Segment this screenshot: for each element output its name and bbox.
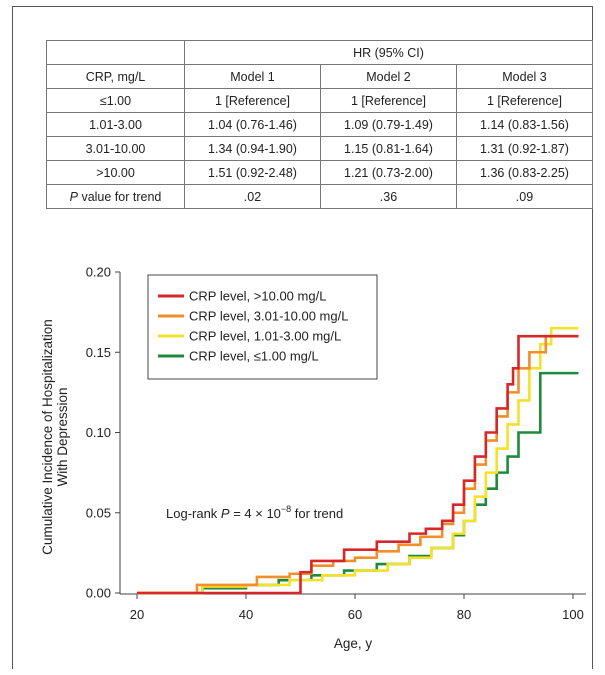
table-cell: 1.21 (0.73-2.00)	[320, 160, 457, 185]
p-italic: P	[69, 189, 78, 204]
x-axis-label: Age, y	[334, 636, 373, 651]
log-rank-annotation: Log-rank P = 4 × 10−8 for trend	[166, 504, 343, 521]
series-line	[137, 371, 579, 595]
table-cell: 1 [Reference]	[184, 88, 321, 113]
table-trend-row: P value for trend .02 .36 .09	[46, 184, 593, 209]
x-tick-label: 60	[348, 607, 362, 622]
table-cell: 1 [Reference]	[456, 88, 593, 113]
annotation-suffix: for trend	[291, 506, 343, 521]
figure-frame	[12, 6, 593, 669]
table-cell: 1.31 (0.92-1.87)	[456, 136, 593, 161]
table-cell: 1.14 (0.83-1.56)	[456, 112, 593, 137]
x-tick-label: 100	[562, 607, 584, 622]
table-cell: .02	[184, 184, 321, 209]
table-row: >10.00 1.51 (0.92-2.48) 1.21 (0.73-2.00)…	[46, 160, 593, 185]
x-tick-label: 80	[457, 607, 471, 622]
hazard-ratio-table: HR (95% CI) CRP, mg/L Model 1 Model 2 Mo…	[46, 40, 593, 209]
y-tick-label: 0.05	[86, 505, 111, 520]
table-header-row: CRP, mg/L Model 1 Model 2 Model 3	[46, 64, 593, 89]
trend-label-cell: P value for trend	[46, 184, 185, 209]
legend-label: CRP level, 1.01-3.00 mg/L	[189, 329, 341, 344]
series-line	[137, 334, 579, 595]
table-cell: 1.36 (0.83-2.25)	[456, 160, 593, 185]
table-header-cell: Model 2	[320, 64, 457, 89]
table-cell: ≤1.00	[46, 88, 185, 113]
y-tick-label: 0.10	[86, 425, 111, 440]
y-tick-label: 0.20	[86, 265, 111, 280]
table-cell: 1.04 (0.76-1.46)	[184, 112, 321, 137]
annotation-prefix: Log-rank	[166, 506, 221, 521]
table-corner-cell	[46, 40, 185, 65]
y-axis-label-line2: With Depression	[55, 387, 70, 486]
legend-label: CRP level, >10.00 mg/L	[189, 289, 326, 304]
y-tick-label: 0.15	[86, 345, 111, 360]
table-cell: .09	[456, 184, 593, 209]
annotation-p: P	[221, 506, 230, 521]
table-cell: 1 [Reference]	[320, 88, 457, 113]
series-line	[137, 326, 579, 595]
x-tick-label: 20	[130, 607, 144, 622]
trend-label-text: value for trend	[77, 189, 162, 204]
table-cell: 1.34 (0.94-1.90)	[184, 136, 321, 161]
annotation-exp: −8	[281, 504, 291, 514]
y-axis-label: Cumulative Incidence of Hospitalization	[40, 319, 55, 555]
series-line	[137, 334, 579, 595]
x-tick-label: 40	[239, 607, 253, 622]
legend-label: CRP level, 3.01-10.00 mg/L	[189, 309, 348, 324]
table-header-cell: CRP, mg/L	[46, 64, 185, 89]
legend-box	[147, 274, 378, 380]
table-cell: .36	[320, 184, 457, 209]
y-tick-label: 0.00	[86, 586, 111, 601]
table-cell: 1.51 (0.92-2.48)	[184, 160, 321, 185]
annotation-eq: = 4 × 10	[230, 506, 281, 521]
table-row: ≤1.00 1 [Reference] 1 [Reference] 1 [Ref…	[46, 88, 593, 113]
legend-label: CRP level, ≤1.00 mg/L	[189, 349, 319, 364]
